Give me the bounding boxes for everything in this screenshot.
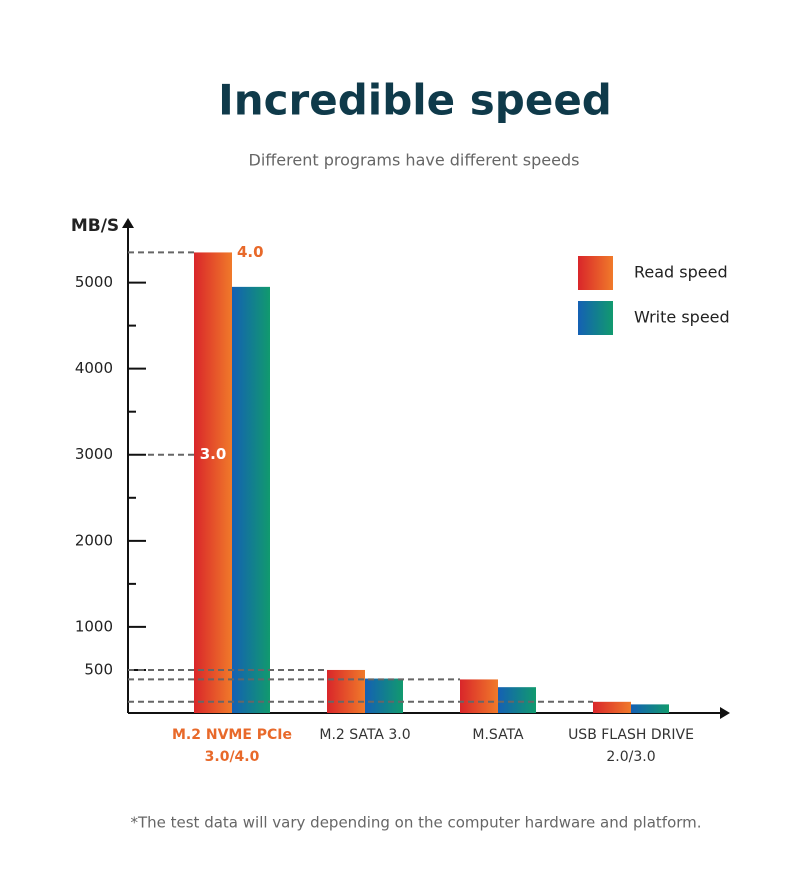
y-axis-label: MB/S bbox=[71, 216, 119, 236]
x-tick-label: M.2 NVME PCIe bbox=[172, 727, 292, 743]
footnote: *The test data will vary depending on th… bbox=[130, 814, 701, 832]
legend-swatch bbox=[578, 301, 613, 335]
y-axis-arrow bbox=[122, 218, 134, 228]
bar bbox=[460, 679, 498, 713]
bar bbox=[498, 687, 536, 713]
y-tick-label: 2000 bbox=[75, 531, 113, 549]
legend-swatch bbox=[578, 256, 613, 290]
y-tick-label: 4000 bbox=[75, 359, 113, 377]
bar bbox=[631, 704, 669, 713]
bar bbox=[194, 252, 232, 713]
x-tick-label: 2.0/3.0 bbox=[606, 749, 655, 765]
legend-label: Read speed bbox=[634, 263, 728, 282]
x-tick-label: M.SATA bbox=[472, 727, 524, 743]
chart-subtitle: Different programs have different speeds bbox=[249, 151, 580, 170]
y-tick-label: 1000 bbox=[75, 617, 113, 635]
annotation: 3.0 bbox=[200, 445, 227, 463]
chart-title: Incredible speed bbox=[218, 76, 612, 125]
bar bbox=[365, 678, 403, 713]
y-tick-label: 500 bbox=[84, 660, 113, 678]
x-tick-label: 3.0/4.0 bbox=[205, 749, 260, 765]
legend-label: Write speed bbox=[634, 308, 730, 327]
annotation: 4.0 bbox=[237, 243, 264, 261]
bar bbox=[593, 701, 631, 713]
y-tick-label: 3000 bbox=[75, 445, 113, 463]
bar bbox=[232, 286, 270, 713]
x-axis-arrow bbox=[720, 707, 730, 719]
x-tick-label: M.2 SATA 3.0 bbox=[319, 727, 410, 743]
bar bbox=[327, 669, 365, 713]
x-tick-label: USB FLASH DRIVE bbox=[568, 727, 694, 743]
y-tick-label: 5000 bbox=[75, 273, 113, 291]
